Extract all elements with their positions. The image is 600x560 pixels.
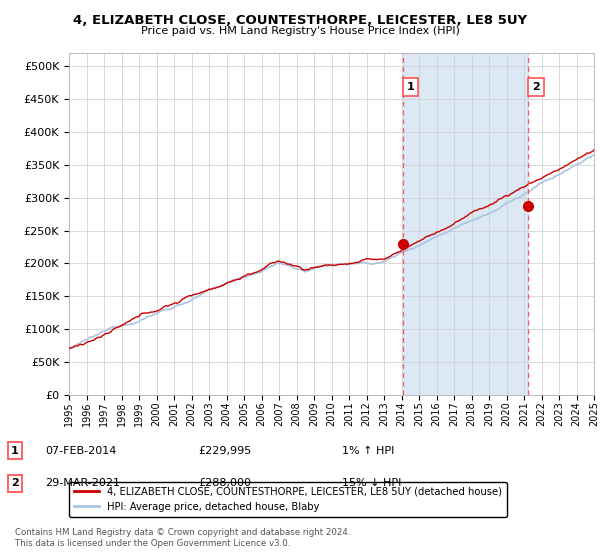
Text: 4, ELIZABETH CLOSE, COUNTESTHORPE, LEICESTER, LE8 5UY: 4, ELIZABETH CLOSE, COUNTESTHORPE, LEICE…	[73, 14, 527, 27]
Text: 1: 1	[407, 82, 415, 92]
Bar	[403, 53, 529, 395]
Text: 29-MAR-2021: 29-MAR-2021	[45, 478, 120, 488]
Text: Contains HM Land Registry data © Crown copyright and database right 2024.
This d: Contains HM Land Registry data © Crown c…	[15, 528, 350, 548]
Text: £288,000: £288,000	[198, 478, 251, 488]
Legend: 4, ELIZABETH CLOSE, COUNTESTHORPE, LEICESTER, LE8 5UY (detached house), HPI: Ave: 4, ELIZABETH CLOSE, COUNTESTHORPE, LEICE…	[69, 482, 507, 517]
Text: 2: 2	[11, 478, 19, 488]
Text: 15% ↓ HPI: 15% ↓ HPI	[342, 478, 401, 488]
Text: 07-FEB-2014: 07-FEB-2014	[45, 446, 116, 456]
Text: 2: 2	[532, 82, 539, 92]
Text: 1% ↑ HPI: 1% ↑ HPI	[342, 446, 394, 456]
Text: 1: 1	[11, 446, 19, 456]
Text: £229,995: £229,995	[198, 446, 251, 456]
Text: Price paid vs. HM Land Registry's House Price Index (HPI): Price paid vs. HM Land Registry's House …	[140, 26, 460, 36]
